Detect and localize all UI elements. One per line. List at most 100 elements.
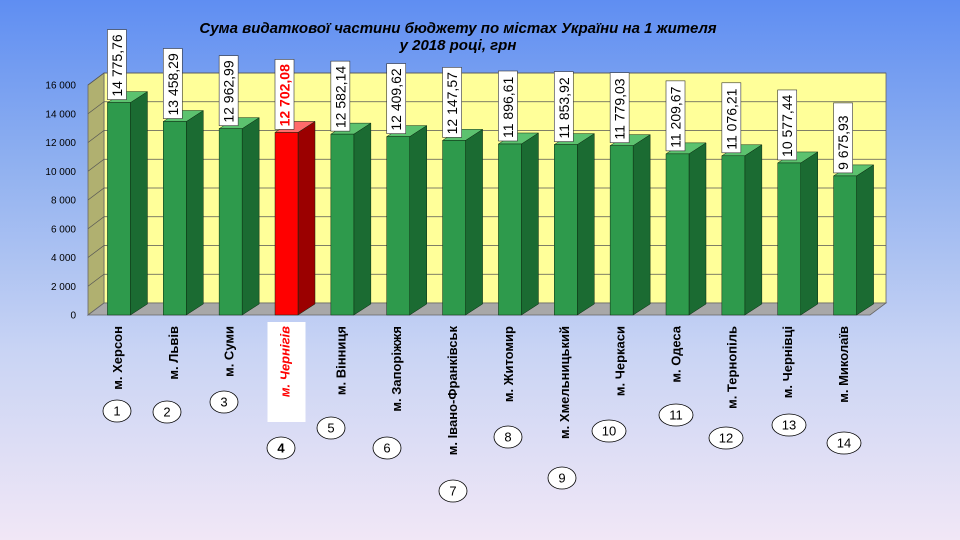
- rank-number: 13: [782, 418, 796, 433]
- bar-side: [521, 132, 539, 316]
- value-label: 11 896,61: [500, 77, 516, 138]
- y-tick-label: 16 000: [45, 81, 76, 92]
- value-label: 11 076,21: [723, 88, 739, 149]
- bar: [442, 140, 466, 316]
- rank-circle: [316, 416, 346, 440]
- plot-floor: [86, 302, 888, 316]
- y-tick-label: 6 000: [51, 224, 76, 235]
- y-tick-label: 0: [70, 311, 76, 322]
- bar-side: [800, 151, 818, 316]
- rank-circle: [591, 419, 627, 443]
- y-tick-label: 8 000: [51, 196, 76, 207]
- value-label-box: [162, 48, 183, 119]
- category-label: м. Івано-Франківськ: [445, 326, 460, 456]
- category-label: м. Чернівці: [780, 326, 795, 398]
- bar-side: [297, 120, 316, 316]
- rank-number: 5: [327, 421, 334, 436]
- value-label-box: [553, 71, 574, 142]
- rank-number: 2: [163, 405, 170, 420]
- category-label: м. Житомир: [501, 326, 516, 402]
- y-tick-label: 12 000: [45, 138, 76, 149]
- bar-side: [856, 164, 874, 316]
- bar: [107, 102, 131, 316]
- rank-circle: [372, 436, 402, 460]
- bar: [163, 121, 187, 316]
- rank-number: 3: [220, 395, 227, 410]
- bar: [274, 132, 299, 316]
- category-label: м. Херсон: [110, 326, 125, 390]
- bar: [554, 144, 578, 316]
- value-label-box: [609, 72, 630, 143]
- y-tick-label: 10 000: [45, 167, 76, 178]
- bar: [498, 143, 522, 316]
- rank-circle: [102, 399, 132, 423]
- plot-area: 0 2 000 4 000 6 000 8 000 10 000 12 000 14 000 1…: [45, 29, 888, 503]
- bar: [777, 162, 801, 316]
- value-label: 10 577,44: [779, 94, 795, 156]
- value-label: 11 779,03: [612, 78, 628, 139]
- bar: [386, 136, 410, 316]
- bar-side: [130, 91, 148, 316]
- bar-side: [241, 117, 260, 316]
- category-label: м. Тернопіль: [724, 326, 739, 409]
- rank-number: 11: [669, 408, 683, 423]
- category-label: м. Черкаси: [613, 326, 628, 396]
- category-label: м. Чернігів: [278, 326, 293, 397]
- rank-number: 14: [837, 436, 851, 451]
- rank-number: 7: [449, 484, 456, 499]
- category-label: м. Львів: [166, 326, 181, 380]
- bar: [833, 175, 857, 316]
- value-label: 12 962,99: [221, 60, 237, 122]
- rank-number: 10: [602, 424, 616, 439]
- bar-side: [577, 133, 595, 316]
- value-label-box: [442, 67, 462, 138]
- bar-side: [632, 134, 651, 316]
- value-label-box: [833, 102, 853, 174]
- rank-circle: [708, 426, 744, 450]
- rank-number: 1: [113, 404, 120, 419]
- category-label: м. Одеса: [669, 325, 684, 382]
- category-label: м. Миколаїв: [836, 326, 851, 403]
- value-label-box: [330, 60, 351, 132]
- bar: [218, 128, 243, 316]
- rank-circle: [493, 425, 523, 449]
- bar-side: [744, 144, 763, 316]
- value-label: 9 675,93: [835, 115, 851, 170]
- value-label-box: [274, 59, 295, 130]
- value-label: 14 775,76: [109, 34, 125, 96]
- chart-title-line2: у 2018 році, грн: [399, 37, 517, 54]
- rank-number: 8: [504, 430, 511, 445]
- category-highlight-box: [267, 322, 306, 422]
- category-label: м. Запоріжжя: [389, 326, 404, 412]
- rank-number: 4: [277, 441, 285, 456]
- value-label-box: [777, 89, 798, 161]
- rank-number: 12: [719, 431, 733, 446]
- value-label-box: [498, 70, 518, 142]
- rank-number: 9: [558, 471, 565, 486]
- category-label: м. Вінниця: [333, 326, 348, 395]
- value-label: 12 702,08: [277, 64, 293, 126]
- rank-circle: [771, 413, 807, 437]
- value-label: 12 147,57: [444, 72, 460, 134]
- value-label: 12 582,14: [332, 66, 348, 128]
- bar: [721, 155, 746, 316]
- rank-circle: [438, 479, 468, 503]
- chart-title-line1: Сума видаткової частини бюджету по міста…: [199, 20, 716, 37]
- category-label: м. Хмельницький: [557, 326, 572, 439]
- value-label: 12 409,62: [388, 68, 404, 130]
- bar: [330, 133, 355, 316]
- value-label-box: [665, 80, 686, 152]
- bar-side: [465, 128, 483, 316]
- value-label-box: [386, 63, 407, 134]
- value-label-box: [107, 29, 127, 100]
- bar-side: [409, 125, 427, 316]
- y-tick-label: 14 000: [45, 109, 76, 120]
- bar-side: [353, 122, 372, 316]
- value-label: 13 458,29: [165, 53, 181, 115]
- rank-circle: [547, 466, 577, 490]
- bar-side: [688, 142, 707, 316]
- rank-circle: [266, 436, 296, 460]
- bar-side: [186, 110, 204, 316]
- bar: [665, 153, 690, 316]
- rank-circle: [658, 403, 694, 427]
